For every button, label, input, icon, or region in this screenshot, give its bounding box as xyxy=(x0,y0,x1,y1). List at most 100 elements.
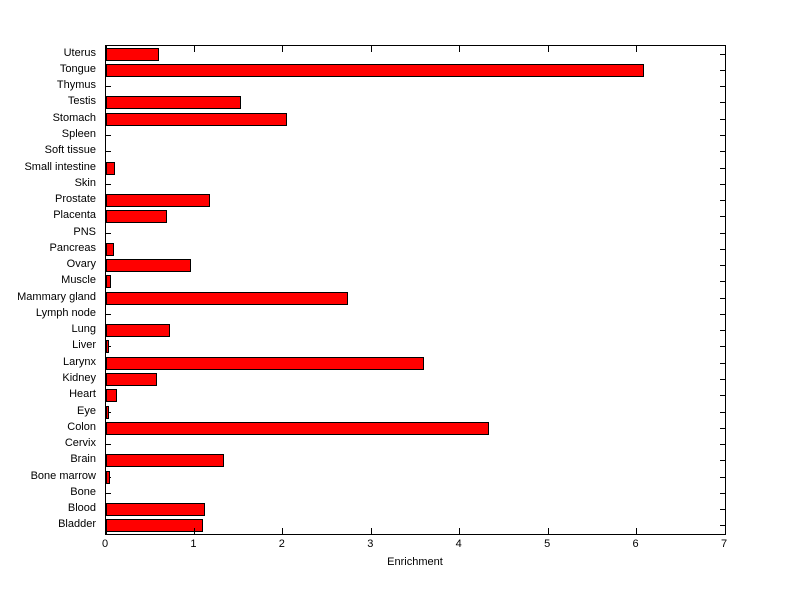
x-tick-label: 4 xyxy=(455,538,462,550)
y-tick-mark xyxy=(720,134,725,136)
y-tick-mark xyxy=(720,118,725,120)
y-tick-mark xyxy=(720,167,725,169)
bar xyxy=(106,47,159,61)
x-tick-mark xyxy=(193,528,195,534)
y-tick-label: Muscle xyxy=(61,274,96,287)
y-tick-label: Tongue xyxy=(59,62,96,75)
y-tick-mark xyxy=(106,444,111,446)
bar xyxy=(106,259,191,273)
x-tick-mark xyxy=(547,46,549,52)
y-axis-labels: Uterus Tongue Thymus Testis Stomach Spleen Sof… xyxy=(0,45,100,533)
y-tick-mark xyxy=(720,297,725,299)
x-tick-label: 6 xyxy=(632,538,639,550)
y-tick-mark xyxy=(720,427,725,429)
bar xyxy=(106,503,205,517)
y-tick-mark xyxy=(720,330,725,332)
bar xyxy=(106,112,287,126)
bar xyxy=(106,63,644,77)
bar xyxy=(106,519,203,533)
bar xyxy=(106,161,115,175)
y-tick-label: PNS xyxy=(73,225,96,238)
x-tick-mark xyxy=(282,46,284,52)
y-tick-label: Skin xyxy=(74,176,96,189)
x-tick-mark xyxy=(724,46,726,52)
y-tick-label: Bone xyxy=(70,485,96,498)
y-tick-mark xyxy=(720,525,725,527)
bar xyxy=(106,405,109,419)
x-axis-label: Enrichment xyxy=(387,556,443,568)
y-tick-mark xyxy=(720,313,725,315)
bar xyxy=(106,194,210,208)
y-tick-label: Placenta xyxy=(53,209,96,222)
y-tick-label: Uterus xyxy=(63,46,96,59)
bar xyxy=(106,210,167,224)
x-tick-mark xyxy=(459,46,461,52)
y-tick-mark xyxy=(106,313,111,315)
x-tick-mark xyxy=(105,528,107,534)
bar xyxy=(106,96,241,110)
y-tick-label: Prostate xyxy=(55,193,96,206)
bar xyxy=(106,454,224,468)
x-tick-mark xyxy=(636,528,638,534)
y-tick-mark xyxy=(720,265,725,267)
y-tick-mark xyxy=(720,200,725,202)
y-tick-mark xyxy=(720,69,725,71)
y-tick-label: Soft tissue xyxy=(44,144,96,157)
y-tick-mark xyxy=(106,134,111,136)
y-tick-mark xyxy=(720,281,725,283)
y-tick-mark xyxy=(720,183,725,185)
bar xyxy=(106,275,111,289)
bar xyxy=(106,470,110,484)
y-tick-label: Bone marrow xyxy=(30,469,96,482)
y-tick-mark xyxy=(720,53,725,55)
x-tick-mark xyxy=(459,528,461,534)
bar xyxy=(106,389,117,403)
x-tick-mark xyxy=(724,528,726,534)
plot-area xyxy=(105,45,726,535)
y-tick-label: Lung xyxy=(71,323,96,336)
y-tick-label: Spleen xyxy=(61,127,96,140)
bar xyxy=(106,291,348,305)
y-tick-mark xyxy=(106,232,111,234)
y-tick-mark xyxy=(106,151,111,153)
y-tick-mark xyxy=(720,395,725,397)
y-tick-mark xyxy=(720,362,725,364)
y-tick-mark xyxy=(720,411,725,413)
y-tick-mark xyxy=(106,183,111,185)
y-tick-label: Liver xyxy=(72,339,96,352)
y-tick-label: Cervix xyxy=(64,437,96,450)
y-tick-mark xyxy=(720,232,725,234)
y-tick-label: Bladder xyxy=(58,518,96,531)
x-tick-label: 0 xyxy=(101,538,109,550)
y-tick-label: Mammary gland xyxy=(17,290,96,303)
y-tick-label: Thymus xyxy=(56,79,96,92)
x-tick-label: 2 xyxy=(278,538,285,550)
bar xyxy=(106,421,489,435)
y-tick-mark xyxy=(106,492,111,494)
x-tick-mark xyxy=(370,528,372,534)
bar xyxy=(106,340,109,354)
y-tick-mark xyxy=(720,492,725,494)
y-tick-mark xyxy=(720,346,725,348)
x-tick-label: 5 xyxy=(544,538,551,550)
y-tick-label: Eye xyxy=(77,404,96,417)
y-tick-label: Small intestine xyxy=(24,160,96,173)
y-tick-mark xyxy=(720,102,725,104)
y-tick-mark xyxy=(720,509,725,511)
y-tick-label: Colon xyxy=(67,420,96,433)
y-tick-label: Brain xyxy=(70,453,96,466)
y-tick-mark xyxy=(720,476,725,478)
y-tick-mark xyxy=(720,216,725,218)
bar xyxy=(106,372,157,386)
y-tick-label: Ovary xyxy=(66,258,96,271)
y-tick-mark xyxy=(720,151,725,153)
y-tick-mark xyxy=(720,378,725,380)
y-tick-mark xyxy=(720,460,725,462)
y-tick-label: Blood xyxy=(67,502,96,515)
x-tick-mark xyxy=(282,528,284,534)
y-tick-mark xyxy=(720,444,725,446)
y-tick-mark xyxy=(106,86,111,88)
bar xyxy=(106,324,170,338)
y-tick-label: Pancreas xyxy=(49,241,96,254)
